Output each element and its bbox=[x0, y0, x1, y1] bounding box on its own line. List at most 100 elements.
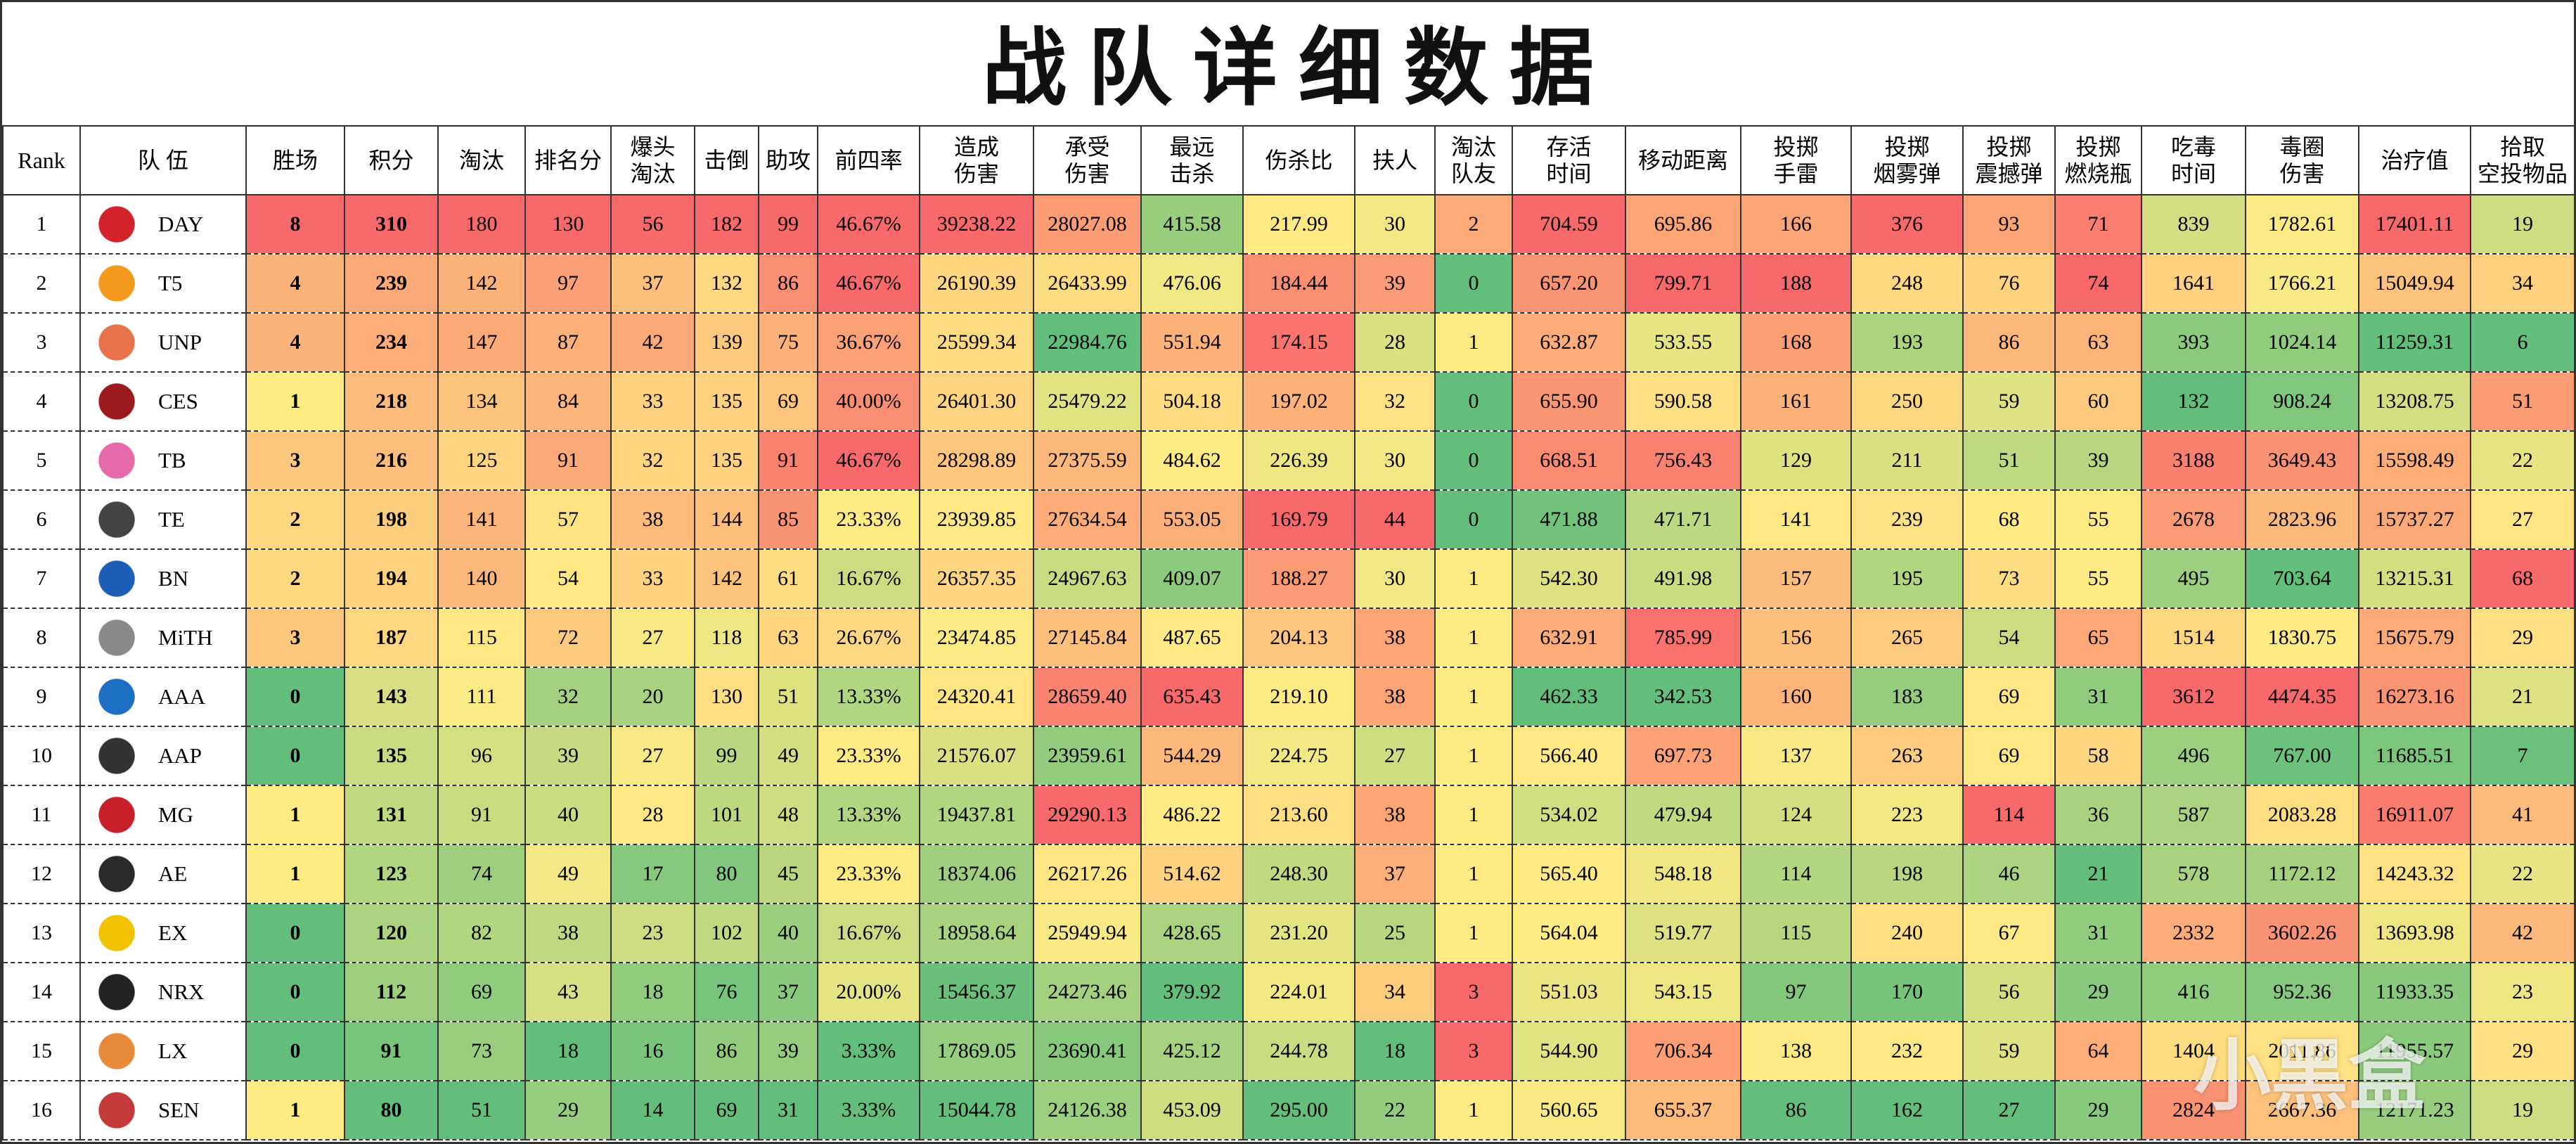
stat-cell: 86 bbox=[758, 253, 818, 314]
stat-cell: 135 bbox=[694, 430, 759, 491]
rank-cell: 14 bbox=[2, 962, 81, 1022]
rank-cell: 5 bbox=[2, 430, 81, 491]
stat-cell: 232 bbox=[1850, 1021, 1964, 1081]
stat-cell: 15456.37 bbox=[919, 962, 1034, 1022]
stat-cell: 29290.13 bbox=[1033, 785, 1142, 845]
stat-cell: 87 bbox=[524, 312, 612, 373]
stat-cell: 514.62 bbox=[1140, 844, 1244, 904]
stat-cell: 71 bbox=[2054, 194, 2142, 255]
column-header: 胜场 bbox=[245, 125, 345, 195]
stat-cell: 632.91 bbox=[1512, 608, 1626, 668]
stat-cell: 38 bbox=[1354, 785, 1436, 845]
stats-table: Rank 队 伍胜场 积分 淘汰 排名分 爆头 淘汰 击倒 助攻 前四率 造成 伤害 承受 伤害 最远… bbox=[2, 125, 2575, 1140]
stat-cell: 19 bbox=[2470, 194, 2575, 255]
stat-cell: 73 bbox=[1962, 548, 2056, 609]
stat-cell: 54 bbox=[524, 548, 612, 609]
stat-cell: 27145.84 bbox=[1033, 608, 1142, 668]
stat-cell: 72 bbox=[524, 608, 612, 668]
stat-cell: 41 bbox=[2470, 785, 2575, 845]
stat-cell: 15598.49 bbox=[2358, 430, 2471, 491]
stat-cell: 59 bbox=[1962, 1021, 2056, 1081]
stat-cell: 534.02 bbox=[1512, 785, 1626, 845]
stat-cell: 1641 bbox=[2141, 253, 2246, 314]
stat-cell: 30 bbox=[1354, 194, 1436, 255]
stat-cell: 2083.28 bbox=[2245, 785, 2359, 845]
stat-cell: 23.33% bbox=[817, 726, 920, 786]
stat-cell: 428.65 bbox=[1140, 903, 1244, 963]
stat-cell: 1 bbox=[1434, 903, 1513, 963]
team-row: 13 EX 0 120 82 38 23 102 40 16.67% 18958.64 25949.9… bbox=[2, 903, 2575, 963]
stat-cell: 142 bbox=[437, 253, 526, 314]
stat-cell: 544.90 bbox=[1512, 1021, 1626, 1081]
stat-cell: 80 bbox=[344, 1080, 439, 1140]
stat-cell: 39 bbox=[1354, 253, 1436, 314]
stat-cell: 99 bbox=[694, 726, 759, 786]
stat-cell: 39238.22 bbox=[919, 194, 1034, 255]
stat-cell: 244.78 bbox=[1242, 1021, 1355, 1081]
stat-cell: 82 bbox=[437, 903, 526, 963]
team-name: AAA bbox=[158, 684, 206, 709]
team-cell: DAY bbox=[79, 194, 247, 255]
stat-cell: 3.33% bbox=[817, 1021, 920, 1081]
stat-cell: 40 bbox=[524, 785, 612, 845]
stat-cell: 44 bbox=[1354, 489, 1436, 550]
stat-cell: 839 bbox=[2141, 194, 2246, 255]
stat-cell: 216 bbox=[344, 430, 439, 491]
stat-cell: 86 bbox=[1962, 312, 2056, 373]
stat-cell: 231.20 bbox=[1242, 903, 1355, 963]
stat-cell: 519.77 bbox=[1625, 903, 1741, 963]
team-row: 5 TB 3 216 125 91 32 135 91 46.67% 28298.89 27375.5… bbox=[2, 430, 2575, 491]
stat-cell: 69 bbox=[1962, 726, 2056, 786]
stat-cell: 115 bbox=[437, 608, 526, 668]
stat-cell: 18958.64 bbox=[919, 903, 1034, 963]
stat-cell: 36.67% bbox=[817, 312, 920, 373]
stat-cell: 51 bbox=[2470, 371, 2575, 432]
stat-cell: 2824 bbox=[2141, 1080, 2246, 1140]
stat-cell: 16273.16 bbox=[2358, 667, 2471, 727]
column-header: Rank bbox=[2, 125, 81, 195]
stat-cell: 86 bbox=[1740, 1080, 1852, 1140]
stat-cell: 59 bbox=[1962, 371, 2056, 432]
stat-cell: 160 bbox=[1740, 667, 1852, 727]
team-cell: CES bbox=[79, 371, 247, 432]
stat-cell: 129 bbox=[1740, 430, 1852, 491]
stat-cell: 162 bbox=[1850, 1080, 1964, 1140]
stat-cell: 23 bbox=[2470, 962, 2575, 1022]
stat-cell: 632.87 bbox=[1512, 312, 1626, 373]
stat-cell: 170 bbox=[1850, 962, 1964, 1022]
team-logo bbox=[85, 496, 148, 543]
stat-cell: 542.30 bbox=[1512, 548, 1626, 609]
stat-cell: 99 bbox=[758, 194, 818, 255]
stat-cell: 114 bbox=[1962, 785, 2056, 845]
stat-cell: 15049.94 bbox=[2358, 253, 2471, 314]
stat-cell: 239 bbox=[1850, 489, 1964, 550]
stat-cell: 24967.63 bbox=[1033, 548, 1142, 609]
rank-cell: 7 bbox=[2, 548, 81, 609]
team-name: AAP bbox=[158, 743, 202, 768]
stat-cell: 33 bbox=[610, 371, 695, 432]
stat-cell: 24320.41 bbox=[919, 667, 1034, 727]
stat-cell: 240 bbox=[1850, 903, 1964, 963]
rank-cell: 2 bbox=[2, 253, 81, 314]
team-logo bbox=[85, 674, 148, 720]
stat-cell: 174.15 bbox=[1242, 312, 1355, 373]
stat-cell: 46.67% bbox=[817, 430, 920, 491]
team-cell: EX bbox=[79, 903, 247, 963]
stat-cell: 2667.36 bbox=[2245, 1080, 2359, 1140]
stat-cell: 224.01 bbox=[1242, 962, 1355, 1022]
stat-cell: 21576.07 bbox=[919, 726, 1034, 786]
stat-cell: 0 bbox=[245, 1021, 345, 1081]
stat-cell: 1514 bbox=[2141, 608, 2246, 668]
stat-cell: 234 bbox=[344, 312, 439, 373]
stat-cell: 223 bbox=[1850, 785, 1964, 845]
stat-cell: 161 bbox=[1740, 371, 1852, 432]
stat-cell: 16911.07 bbox=[2358, 785, 2471, 845]
stat-cell: 28298.89 bbox=[919, 430, 1034, 491]
stat-cell: 13.33% bbox=[817, 667, 920, 727]
stat-cell: 14243.32 bbox=[2358, 844, 2471, 904]
stat-cell: 27 bbox=[2470, 489, 2575, 550]
team-logo bbox=[85, 555, 148, 602]
stat-cell: 22984.76 bbox=[1033, 312, 1142, 373]
stat-cell: 156 bbox=[1740, 608, 1852, 668]
stat-cell: 68 bbox=[1962, 489, 2056, 550]
